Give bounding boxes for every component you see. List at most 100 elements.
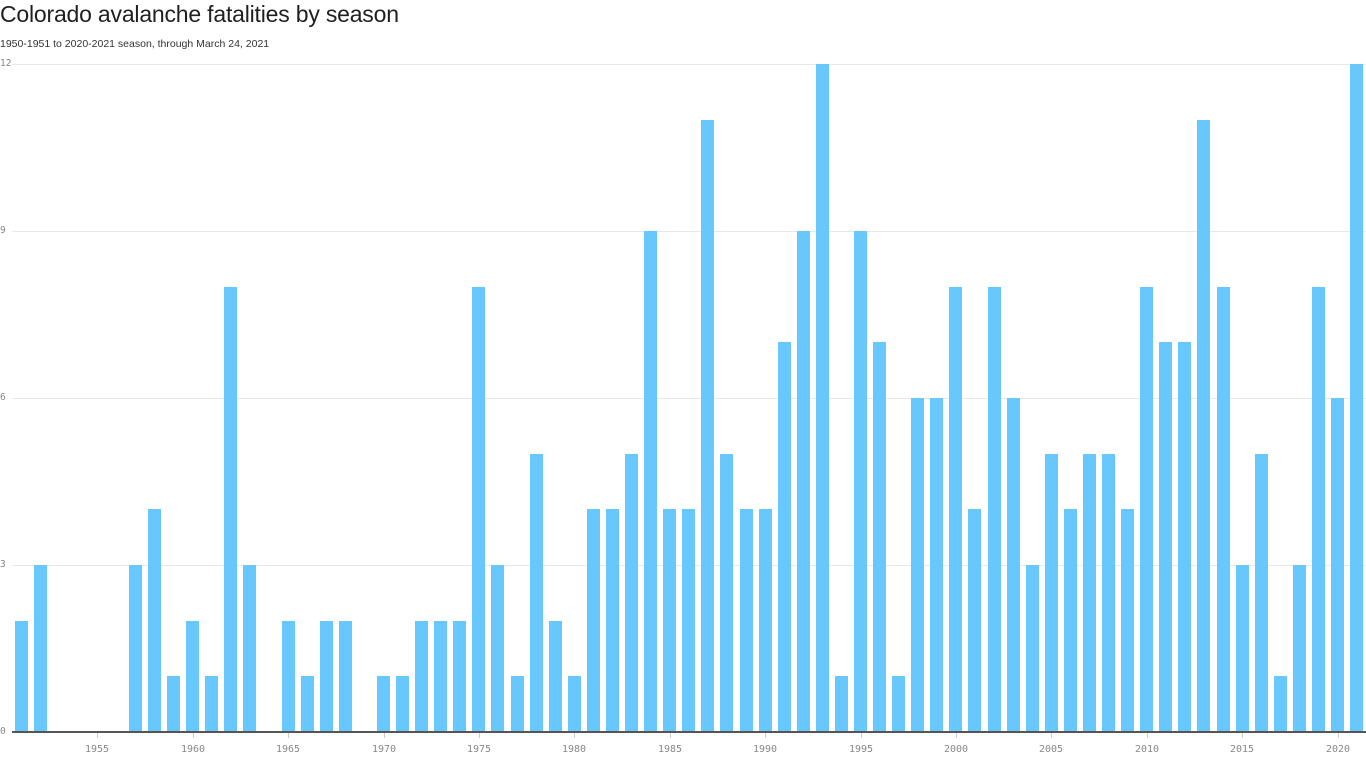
bar-1971[interactable] xyxy=(396,676,409,732)
bar-2009[interactable] xyxy=(1121,509,1134,732)
bar-1995[interactable] xyxy=(854,231,867,732)
x-axis-label: 1965 xyxy=(275,744,301,755)
bar-2010[interactable] xyxy=(1140,287,1153,732)
bar-1967[interactable] xyxy=(320,621,333,732)
bar-2017[interactable] xyxy=(1274,676,1287,732)
x-axis-tick xyxy=(193,733,194,738)
x-axis-label: 1970 xyxy=(371,744,397,755)
bar-1989[interactable] xyxy=(740,509,753,732)
bar-1991[interactable] xyxy=(778,342,791,732)
x-axis-tick xyxy=(97,733,98,738)
bar-1984[interactable] xyxy=(644,231,657,732)
gridline xyxy=(12,398,1366,399)
y-axis-label: 3 xyxy=(0,559,6,570)
bar-1996[interactable] xyxy=(873,342,886,732)
bar-1994[interactable] xyxy=(835,676,848,732)
bar-1982[interactable] xyxy=(606,509,619,732)
x-axis-tick xyxy=(574,733,575,738)
bar-1999[interactable] xyxy=(930,398,943,732)
bar-1965[interactable] xyxy=(282,621,295,732)
bar-1957[interactable] xyxy=(129,565,142,732)
bar-1990[interactable] xyxy=(759,509,772,732)
bar-1962[interactable] xyxy=(224,287,237,732)
bar-2008[interactable] xyxy=(1102,454,1115,732)
bar-2006[interactable] xyxy=(1064,509,1077,732)
bar-1951[interactable] xyxy=(15,621,28,732)
bar-1997[interactable] xyxy=(892,676,905,732)
x-axis-label: 1960 xyxy=(180,744,206,755)
bar-1960[interactable] xyxy=(186,621,199,732)
bar-1975[interactable] xyxy=(472,287,485,732)
bar-1959[interactable] xyxy=(167,676,180,732)
bar-2013[interactable] xyxy=(1197,120,1210,732)
bar-2012[interactable] xyxy=(1178,342,1191,732)
bar-1972[interactable] xyxy=(415,621,428,732)
x-axis-label: 1995 xyxy=(848,744,874,755)
bar-2015[interactable] xyxy=(1236,565,1249,732)
x-axis-baseline xyxy=(12,731,1366,733)
x-axis-label: 2020 xyxy=(1325,744,1351,755)
bar-1977[interactable] xyxy=(511,676,524,732)
bar-1974[interactable] xyxy=(453,621,466,732)
bar-1968[interactable] xyxy=(339,621,352,732)
y-axis-label: 6 xyxy=(0,392,6,403)
bar-1987[interactable] xyxy=(701,120,714,732)
bar-2019[interactable] xyxy=(1312,287,1325,732)
bar-1992[interactable] xyxy=(797,231,810,732)
x-axis-tick xyxy=(1147,733,1148,738)
bar-2005[interactable] xyxy=(1045,454,1058,732)
bar-1985[interactable] xyxy=(663,509,676,732)
x-axis-tick xyxy=(479,733,480,738)
gridline xyxy=(12,231,1366,232)
bar-1961[interactable] xyxy=(205,676,218,732)
x-axis-label: 1985 xyxy=(657,744,683,755)
bar-1970[interactable] xyxy=(377,676,390,732)
bar-2020[interactable] xyxy=(1331,398,1344,732)
bar-2014[interactable] xyxy=(1217,287,1230,732)
bar-2007[interactable] xyxy=(1083,454,1096,732)
chart-subtitle: 1950-1951 to 2020-2021 season, through M… xyxy=(0,38,270,50)
x-axis-label: 2000 xyxy=(943,744,969,755)
bar-2002[interactable] xyxy=(988,287,1001,732)
bar-1966[interactable] xyxy=(301,676,314,732)
bar-1988[interactable] xyxy=(720,454,733,732)
bar-1958[interactable] xyxy=(148,509,161,732)
bar-1976[interactable] xyxy=(491,565,504,732)
chart-title: Colorado avalanche fatalities by season xyxy=(0,1,399,27)
x-axis-tick xyxy=(1338,733,1339,738)
bar-2011[interactable] xyxy=(1159,342,1172,732)
bar-1978[interactable] xyxy=(530,454,543,732)
bar-1983[interactable] xyxy=(625,454,638,732)
bar-1973[interactable] xyxy=(434,621,447,732)
y-axis-label: 0 xyxy=(0,726,6,737)
x-axis-label: 1990 xyxy=(752,744,778,755)
bar-1980[interactable] xyxy=(568,676,581,732)
x-axis-tick xyxy=(670,733,671,738)
bar-1979[interactable] xyxy=(549,621,562,732)
bar-1952[interactable] xyxy=(34,565,47,732)
bar-2018[interactable] xyxy=(1293,565,1306,732)
x-axis-label: 1980 xyxy=(561,744,587,755)
bar-2016[interactable] xyxy=(1255,454,1268,732)
x-axis-tick xyxy=(1051,733,1052,738)
x-axis-label: 1975 xyxy=(466,744,492,755)
x-axis-label: 2005 xyxy=(1038,744,1064,755)
x-axis-tick xyxy=(384,733,385,738)
x-axis-tick xyxy=(288,733,289,738)
bar-1998[interactable] xyxy=(911,398,924,732)
bar-2000[interactable] xyxy=(949,287,962,732)
x-axis-tick xyxy=(956,733,957,738)
bar-1963[interactable] xyxy=(243,565,256,732)
bar-1993[interactable] xyxy=(816,64,829,732)
bar-2021[interactable] xyxy=(1350,64,1363,732)
x-axis-tick xyxy=(765,733,766,738)
bar-2004[interactable] xyxy=(1026,565,1039,732)
bar-2001[interactable] xyxy=(968,509,981,732)
gridline xyxy=(12,64,1366,65)
bar-1986[interactable] xyxy=(682,509,695,732)
bar-2003[interactable] xyxy=(1007,398,1020,732)
bar-1981[interactable] xyxy=(587,509,600,732)
x-axis-label: 2015 xyxy=(1229,744,1255,755)
x-axis-tick xyxy=(1242,733,1243,738)
